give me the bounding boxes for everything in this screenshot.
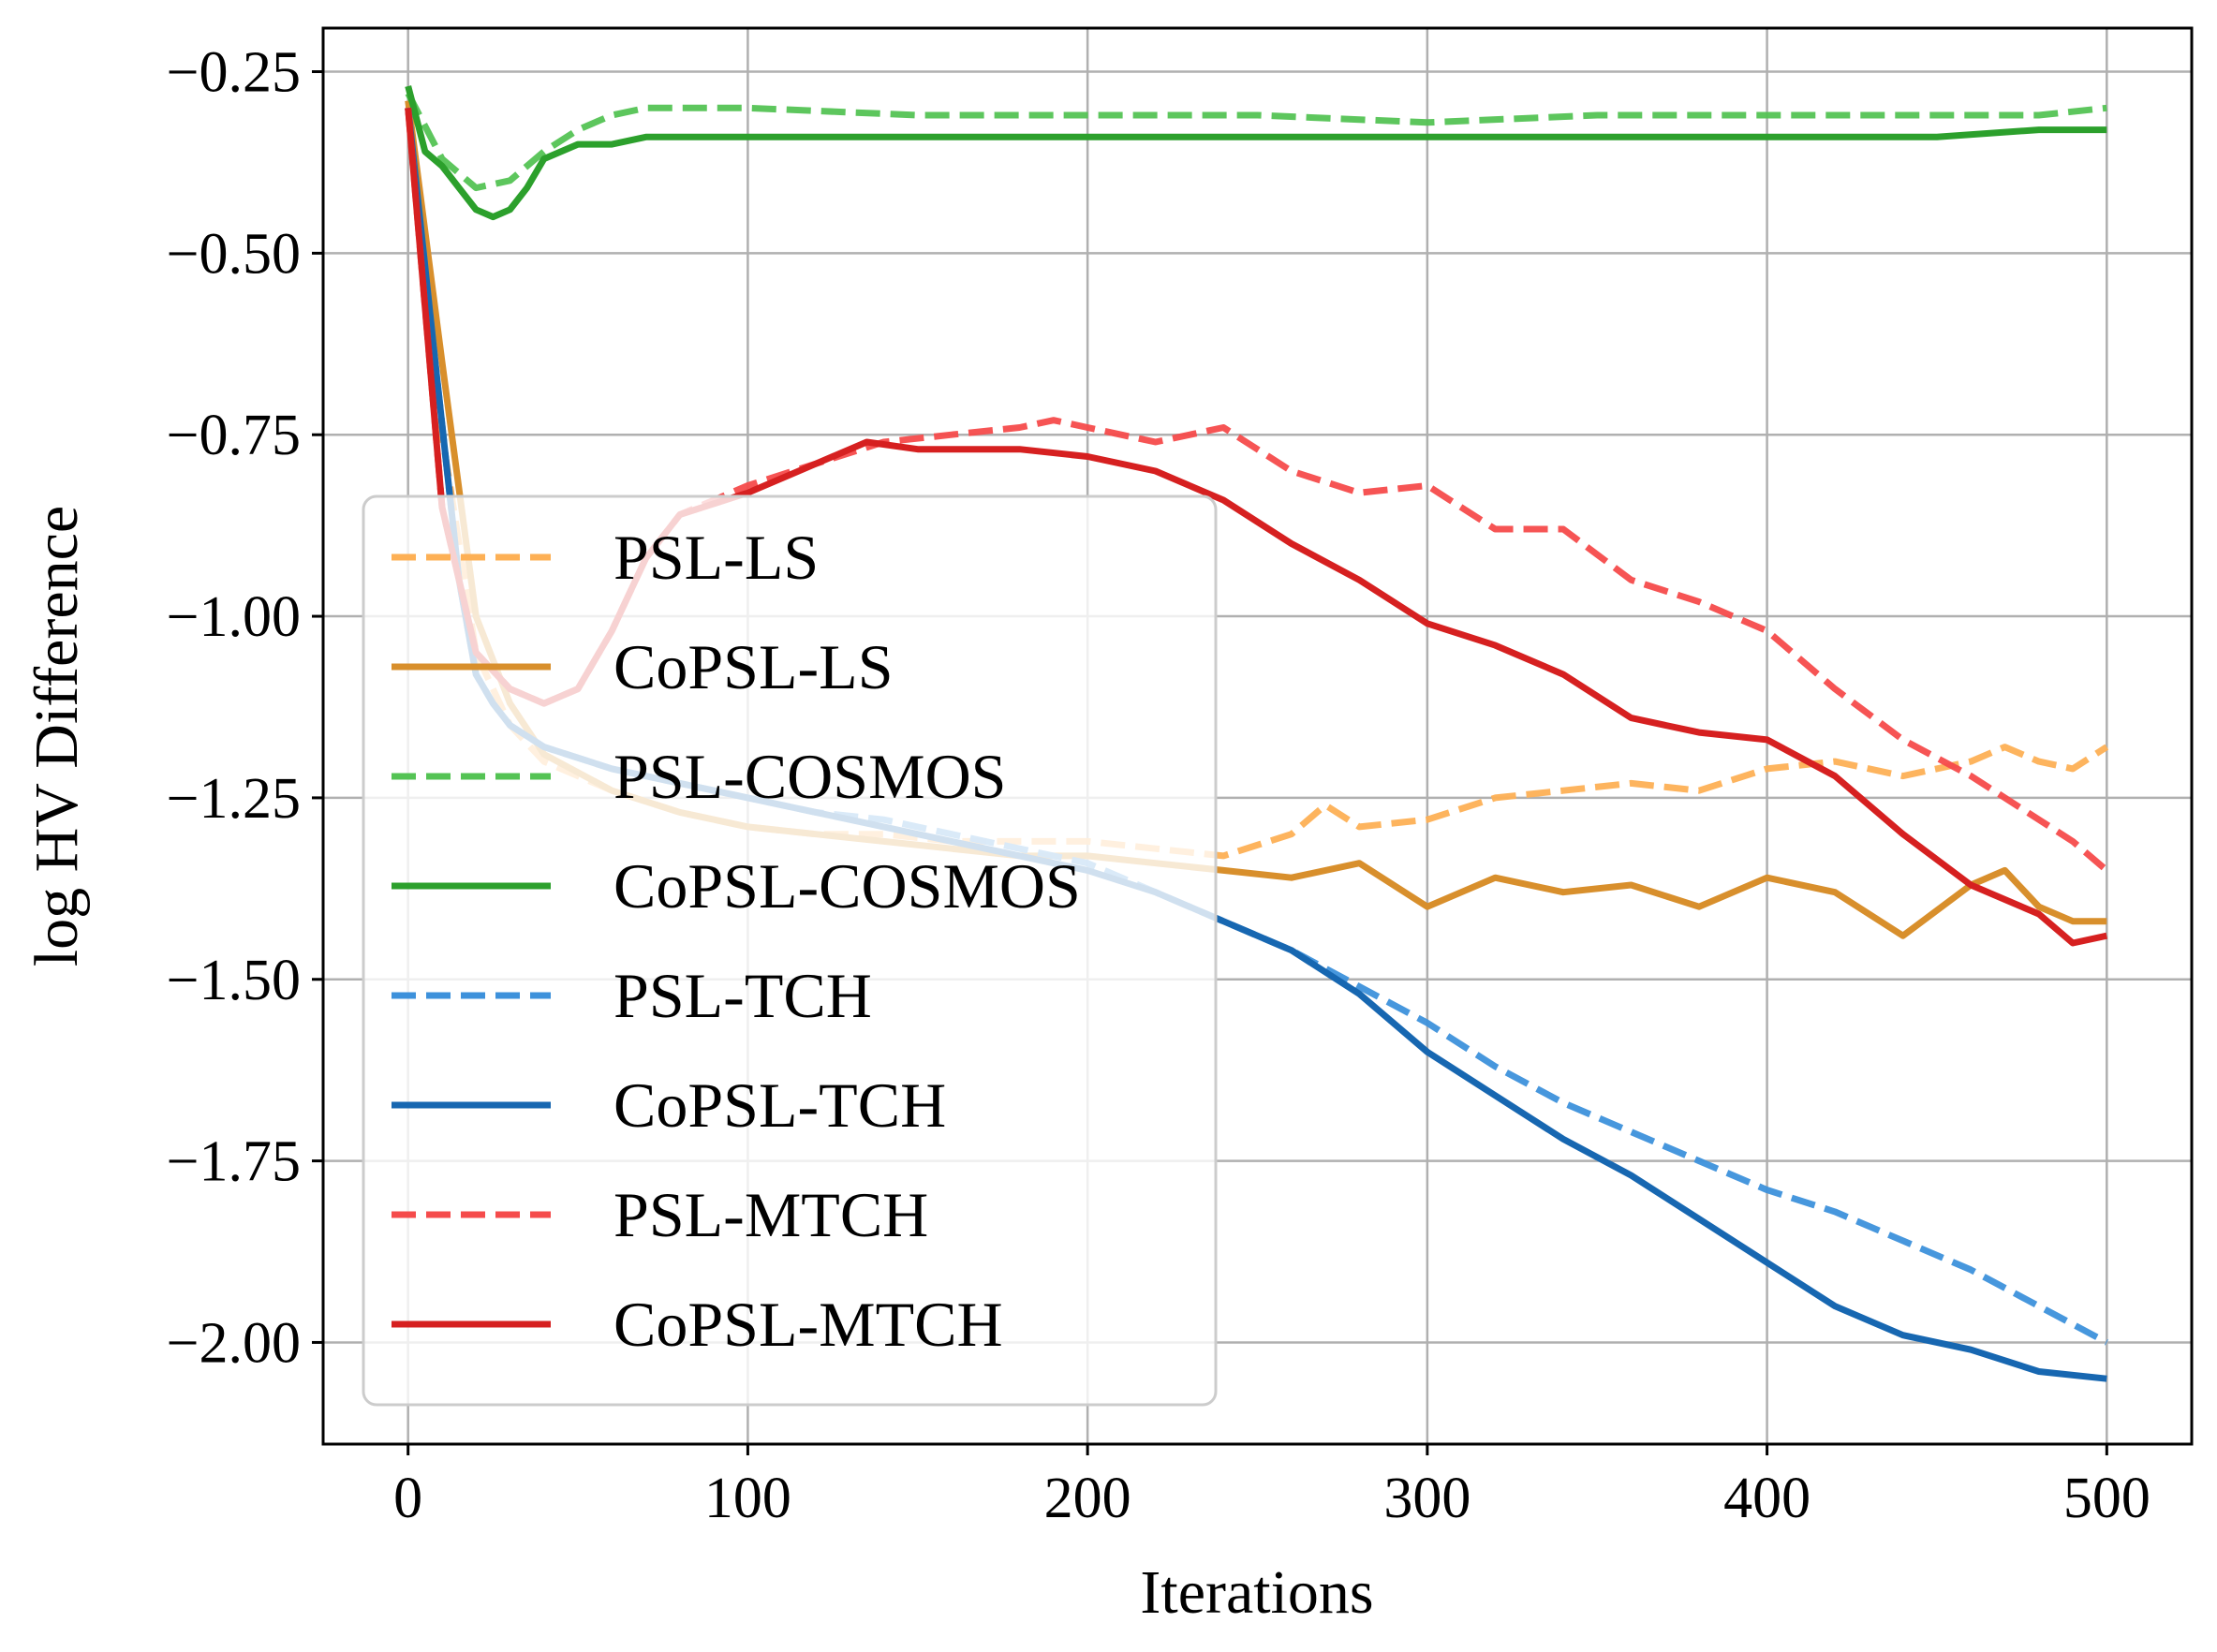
series-line-psl-cosmos [405, 92, 2107, 192]
x-tick-label: 200 [1044, 1467, 1131, 1530]
y-tick-label: −0.50 [167, 222, 301, 286]
y-axis: −0.25 −0.50 −0.75 −1.00 −1.25 −1.50 −1.75 −2.00 [167, 41, 323, 1375]
x-tick-label: 500 [2063, 1467, 2150, 1530]
legend-label: PSL-MTCH [613, 1179, 928, 1250]
x-tick-label: 300 [1383, 1467, 1471, 1530]
series-line-psl-ls [405, 107, 2109, 860]
legend-label: PSL-TCH [613, 960, 872, 1031]
y-tick-label: −1.00 [167, 585, 301, 649]
y-tick-label: −0.25 [167, 41, 301, 105]
legend-label: CoPSL-COSMOS [613, 850, 1081, 922]
x-tick-label: 400 [1723, 1467, 1811, 1530]
series-line-copsl-cosmos [405, 85, 2107, 221]
y-tick-label: −1.25 [167, 767, 301, 831]
legend-label: PSL-COSMOS [613, 741, 1007, 812]
y-tick-label: −1.75 [167, 1130, 301, 1194]
y-tick-label: −2.00 [167, 1311, 301, 1375]
legend-label: CoPSL-MTCH [613, 1289, 1003, 1360]
x-axis: 0 100 200 300 400 500 [393, 1444, 2150, 1530]
legend-box [362, 494, 1218, 1407]
plot-frame [321, 26, 2194, 1446]
y-tick-label: −0.75 [167, 404, 301, 467]
legend-label: CoPSL-LS [613, 631, 894, 702]
y-axis-title: log HV Difference [22, 506, 91, 966]
x-tick-label: 100 [704, 1467, 791, 1530]
legend: PSL-LS CoPSL-LS PSL-COSMOS CoPSL-COSMOS PSL-… [362, 494, 1218, 1407]
y-tick-label: −1.50 [167, 949, 301, 1012]
legend-label: CoPSL-TCH [613, 1069, 946, 1141]
series-line-psl-mtch [405, 108, 2109, 874]
legend-label: PSL-LS [613, 522, 819, 593]
x-tick-label: 0 [393, 1467, 422, 1530]
x-axis-title: Iterations [1140, 1558, 1373, 1627]
